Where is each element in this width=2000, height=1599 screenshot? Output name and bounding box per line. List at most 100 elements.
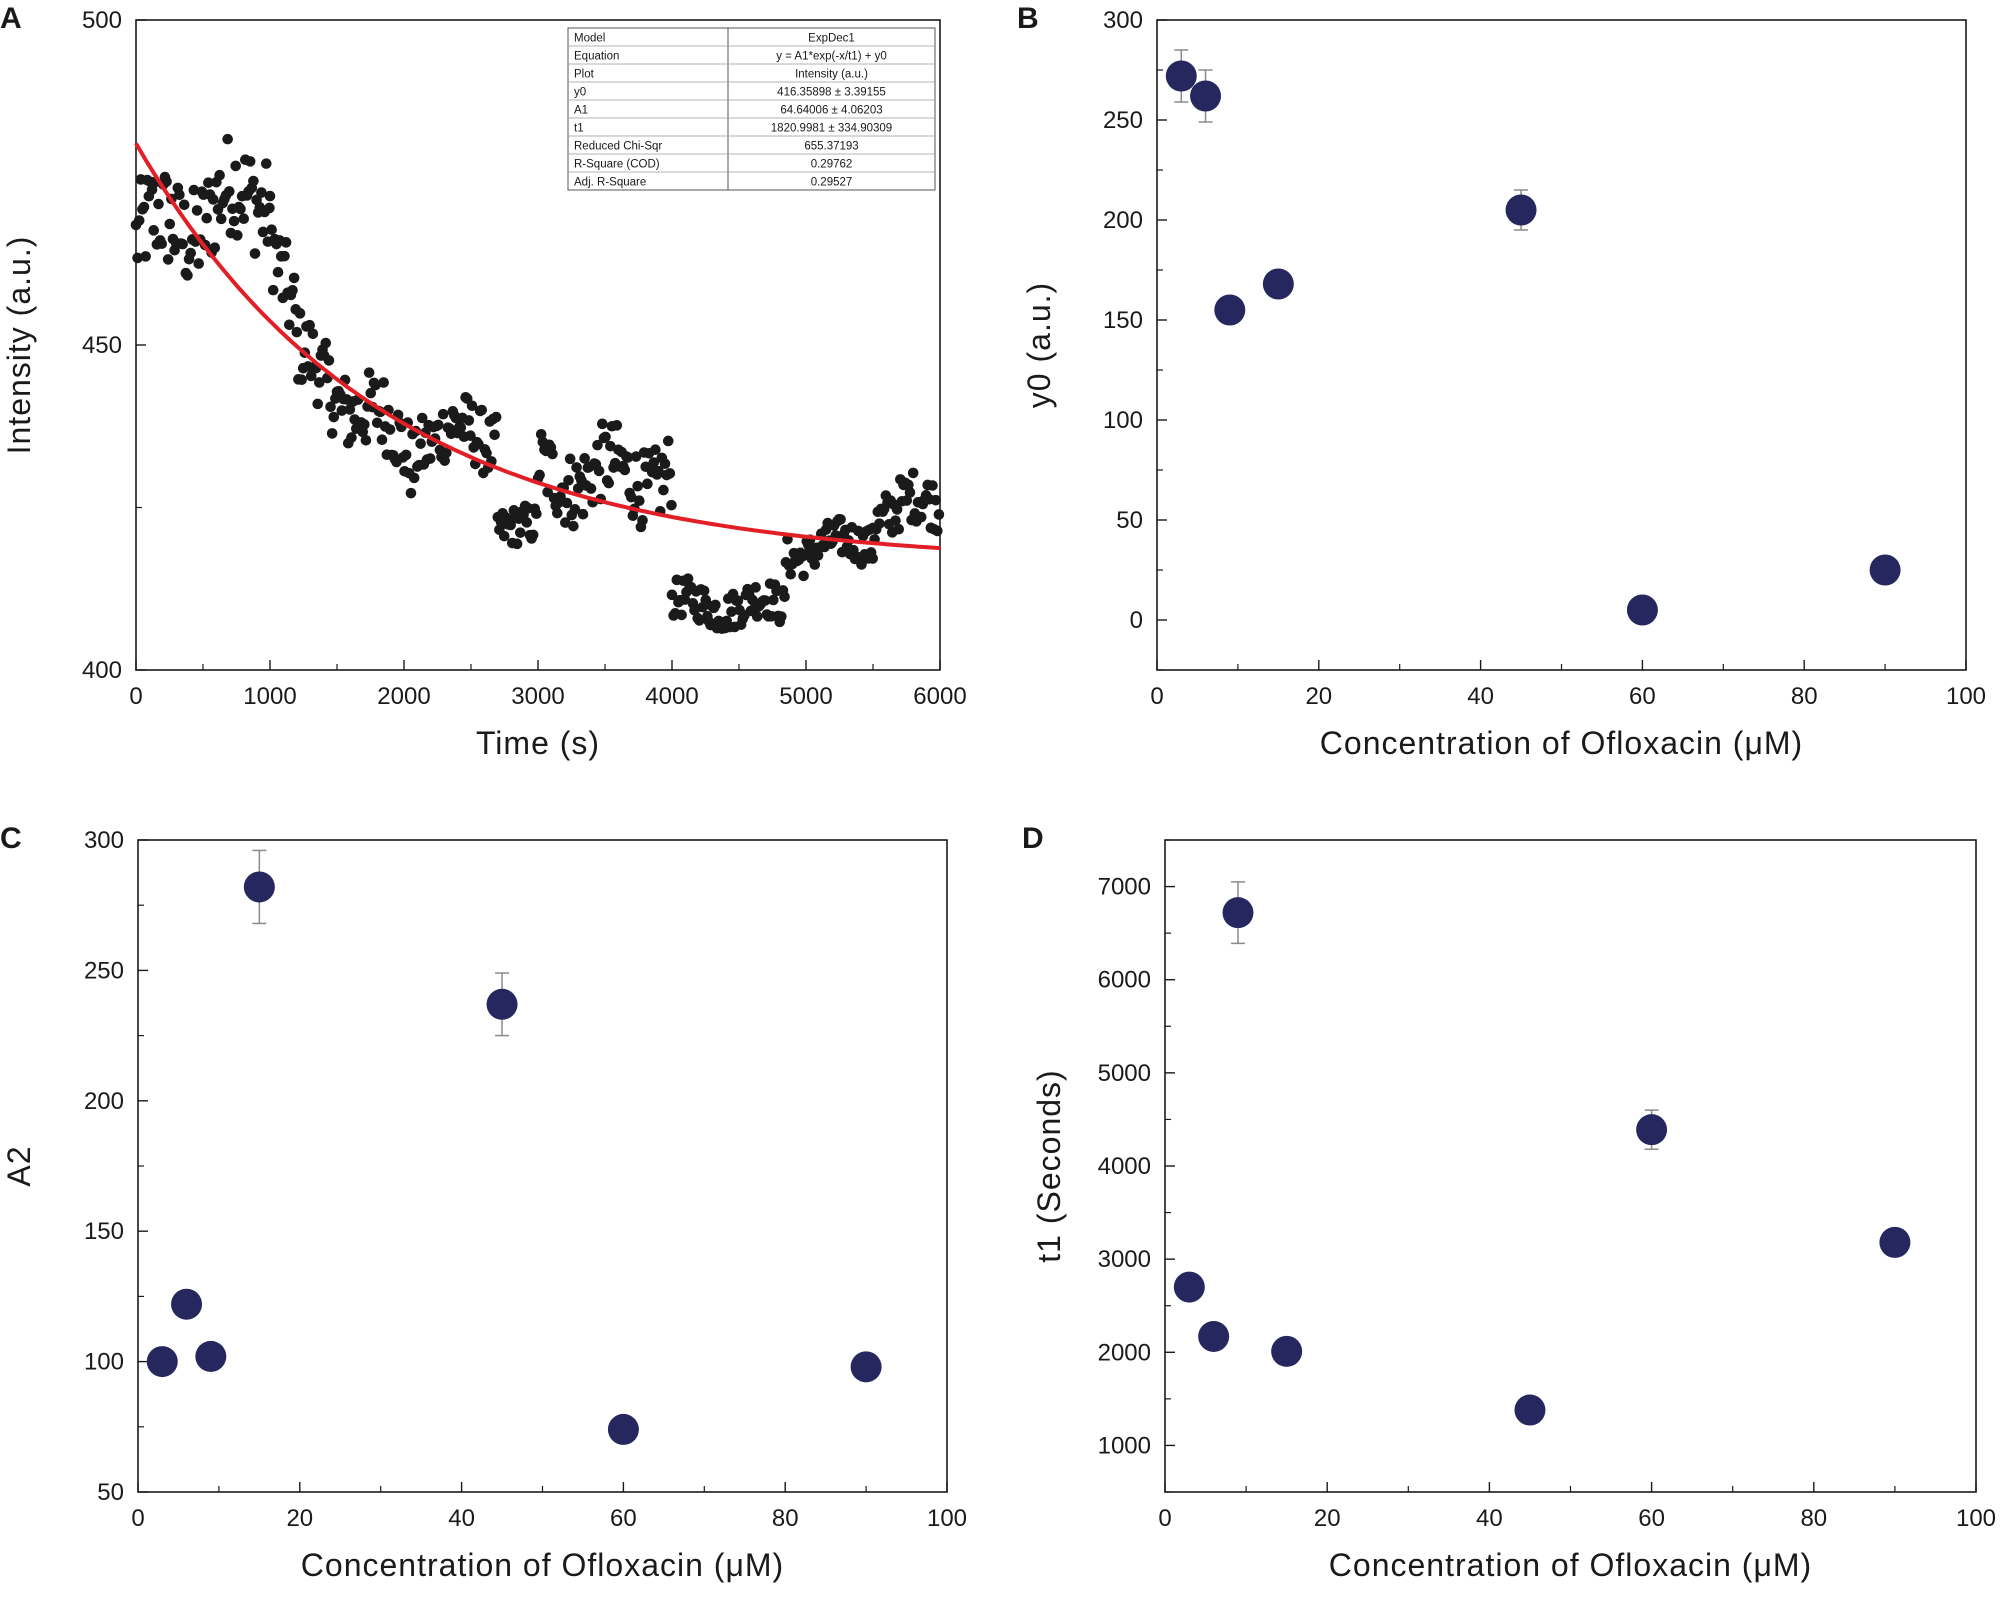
- x-tick-label: 80: [1800, 1505, 1827, 1532]
- data-point: [256, 187, 267, 198]
- y-axis-title: y0 (a.u.): [1021, 282, 1057, 408]
- data-point: [257, 226, 269, 238]
- data-point: [384, 424, 396, 435]
- data-point: [215, 213, 227, 225]
- data-point: [415, 438, 426, 449]
- fit-curve: [134, 142, 941, 551]
- data-point: [498, 530, 510, 542]
- y-tick-label: 7000: [1098, 874, 1151, 901]
- data-point: [305, 370, 317, 382]
- data-point: [307, 328, 319, 340]
- data-point: [195, 1340, 227, 1372]
- y-axis-title: t1 (Seconds): [1031, 1069, 1067, 1262]
- x-tick-label: 20: [286, 1505, 313, 1532]
- data-point: [592, 439, 603, 451]
- panel-letter: A: [0, 2, 22, 35]
- data-point: [835, 514, 846, 525]
- table-cell-label: y0: [574, 87, 586, 99]
- data-point: [320, 337, 332, 349]
- data-point: [551, 507, 563, 519]
- table-cell-value: 416.35898 ± 3.39155: [777, 87, 886, 99]
- panel-letter: C: [0, 822, 22, 855]
- table-cell-label: Model: [574, 33, 605, 45]
- data-point: [288, 272, 300, 284]
- data-point: [177, 238, 188, 250]
- table-cell-label: Plot: [574, 69, 595, 81]
- data-point: [291, 326, 303, 338]
- data-point: [563, 475, 574, 486]
- data-point: [759, 595, 771, 606]
- data-point: [571, 462, 582, 473]
- data-point: [850, 1351, 882, 1383]
- data-point: [1879, 1226, 1911, 1258]
- data-point: [304, 319, 315, 331]
- y-tick-label: 50: [1116, 507, 1143, 534]
- data-point: [653, 465, 664, 477]
- x-tick-label: 40: [1467, 683, 1494, 710]
- y-tick-label: 250: [84, 957, 124, 984]
- y-tick-label: 1000: [1098, 1432, 1151, 1459]
- data-point: [561, 497, 573, 509]
- data-point: [193, 258, 205, 269]
- y-tick-label: 400: [82, 657, 122, 684]
- x-tick-label: 80: [1791, 683, 1818, 710]
- data-point: [634, 495, 645, 507]
- data-point: [527, 529, 539, 541]
- data-point: [694, 615, 705, 626]
- data-point: [531, 508, 542, 520]
- y-tick-label: 50: [97, 1479, 124, 1506]
- data-point: [1514, 1394, 1546, 1426]
- data-point: [264, 190, 276, 202]
- data-point: [751, 611, 763, 622]
- data-point: [632, 480, 643, 492]
- data-point: [441, 447, 452, 459]
- data-point: [161, 176, 172, 187]
- y-tick-label: 100: [1103, 407, 1143, 434]
- data-point: [365, 387, 377, 399]
- table-cell-label: Reduced Chi-Sqr: [574, 141, 662, 153]
- data-point: [424, 453, 436, 464]
- data-point: [515, 527, 526, 538]
- data-point: [178, 199, 190, 211]
- data-point: [207, 194, 219, 205]
- data-point: [325, 401, 336, 413]
- data-point: [243, 871, 275, 903]
- data-point: [400, 449, 412, 461]
- data-point: [630, 451, 642, 462]
- data-point: [328, 411, 340, 423]
- data-point: [223, 186, 235, 197]
- data-point: [437, 408, 449, 420]
- data-point: [336, 405, 348, 416]
- data-point: [1869, 554, 1901, 586]
- y-tick-label: 0: [1130, 607, 1143, 634]
- data-point: [662, 435, 674, 447]
- data-point: [248, 175, 259, 187]
- data-point: [1173, 1271, 1205, 1303]
- data-point: [1271, 1335, 1303, 1367]
- data-point: [153, 198, 164, 210]
- y-tick-label: 300: [84, 827, 124, 854]
- data-point: [1222, 897, 1254, 929]
- data-point: [577, 508, 589, 520]
- data-point: [776, 611, 787, 622]
- data-point: [164, 218, 176, 230]
- data-point: [625, 491, 637, 503]
- panel-d: D 0 20 40 60 80 100 1000 2000 3000 4000 5000 6000 700…: [1022, 822, 1996, 1583]
- data-point: [279, 250, 290, 262]
- y-axis-title: Intensity (a.u.): [1, 236, 37, 455]
- data-point: [915, 511, 927, 523]
- data-point: [486, 988, 518, 1020]
- data-point: [266, 224, 277, 235]
- x-tick-label: 40: [448, 1505, 475, 1532]
- data-point: [891, 504, 903, 515]
- data-point: [904, 487, 916, 498]
- data-point: [901, 495, 913, 506]
- data-point: [785, 568, 797, 580]
- data-point: [138, 201, 150, 213]
- data-point: [201, 212, 213, 224]
- x-tick-label: 4000: [645, 683, 698, 710]
- data-point: [619, 464, 631, 476]
- data-point: [750, 582, 761, 593]
- data-point: [572, 483, 584, 494]
